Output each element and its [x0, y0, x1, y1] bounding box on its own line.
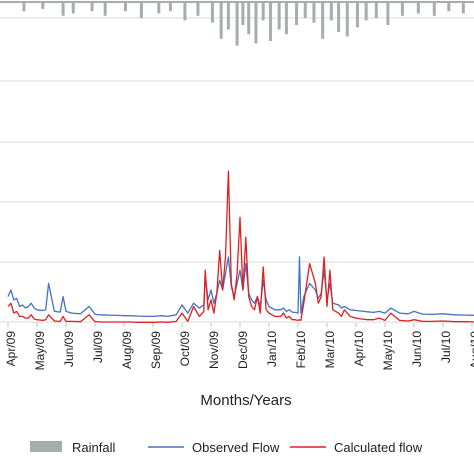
legend-item: Calculated flow — [290, 440, 423, 455]
rainfall-bar — [345, 2, 349, 37]
x-tick-label: Sep/09 — [149, 331, 163, 369]
rainfall-bar — [183, 2, 187, 21]
rainfall-bar — [235, 2, 239, 46]
rainfall-bar — [284, 2, 288, 35]
x-tick-labels: Apr/09 May/09 Jun/09 Jul/09 Aug/09 Sep/09 Oct/… — [4, 331, 474, 371]
x-tick-label: Jun/09 — [62, 331, 76, 367]
rainfall-bar — [196, 2, 200, 16]
rainfall-bar — [61, 2, 65, 16]
rainfall-bar — [247, 2, 251, 35]
x-tick-label: Jun/10 — [410, 331, 424, 367]
rainfall-bar — [241, 2, 245, 25]
rainfall-bar — [295, 2, 299, 25]
x-tick-label: Jul/10 — [439, 331, 453, 363]
rainfall-bar — [447, 2, 451, 12]
legend-item: Rainfall — [30, 440, 115, 455]
legend-swatch — [30, 441, 62, 452]
observed-flow-series — [7, 256, 474, 318]
rainfall-bars — [0, 1, 474, 46]
x-tick-label: Aug/10 — [468, 331, 474, 369]
rainfall-bar — [261, 2, 265, 21]
rainfall-bar — [254, 2, 258, 44]
rainfall-bar — [139, 2, 143, 19]
rainfall-bar — [123, 2, 127, 12]
rainfall-bar — [386, 2, 390, 25]
rainfall-bar — [461, 2, 465, 14]
rainfall-bar — [321, 2, 325, 39]
x-tick-label: Dec/09 — [236, 331, 250, 369]
calculated-flow-line — [7, 170, 474, 323]
x-tick-label: Aug/09 — [120, 331, 134, 369]
rainfall-bar — [374, 2, 378, 19]
rainfall-bar — [41, 2, 45, 9]
x-tick-label: Jul/09 — [91, 331, 105, 363]
x-tick-label: May/10 — [381, 331, 395, 371]
x-tick-label: Apr/10 — [352, 331, 366, 367]
rainfall-bar — [355, 2, 359, 28]
x-tick-label: May/09 — [33, 331, 47, 371]
rainfall-bar — [329, 2, 333, 21]
x-tick-label: Oct/09 — [178, 331, 192, 367]
rainfall-bar — [226, 2, 230, 30]
legend-label: Rainfall — [72, 440, 115, 455]
rainfall-bar — [103, 2, 107, 16]
x-tick-label: Mar/10 — [323, 331, 337, 369]
rainfall-bar — [312, 2, 316, 23]
rainfall-bar — [432, 2, 436, 16]
rainfall-bar — [71, 2, 75, 14]
rainfall-bar — [22, 2, 26, 12]
legend-label: Calculated flow — [334, 440, 423, 455]
legend-item: Observed Flow — [148, 440, 280, 455]
rainfall-bar — [157, 2, 161, 14]
rainfall-bar — [364, 2, 368, 21]
legend-label: Observed Flow — [192, 440, 280, 455]
x-tick-label: Feb/10 — [294, 331, 308, 369]
rainfall-bar — [219, 2, 223, 39]
gridlines — [0, 17, 474, 327]
rainfall-bar — [168, 2, 172, 12]
legend: Rainfall Observed Flow Calculated flow — [30, 440, 423, 455]
rainfall-bar — [400, 2, 404, 16]
x-tick-label: Apr/09 — [4, 331, 18, 367]
rainfall-bar — [303, 2, 307, 19]
observed-flow-line — [7, 256, 474, 318]
rainfall-bar — [210, 2, 214, 23]
calculated-flow-series — [7, 170, 474, 323]
x-tick-label: Nov/09 — [207, 331, 221, 369]
rainfall-bar — [416, 2, 420, 14]
x-tick-label: Jan/10 — [265, 331, 279, 367]
rainfall-bar — [337, 2, 341, 32]
rainfall-bar — [268, 2, 272, 42]
x-axis-title: Months/Years — [200, 392, 291, 409]
rainfall-bar — [277, 2, 281, 30]
rainfall-bar — [90, 2, 94, 12]
